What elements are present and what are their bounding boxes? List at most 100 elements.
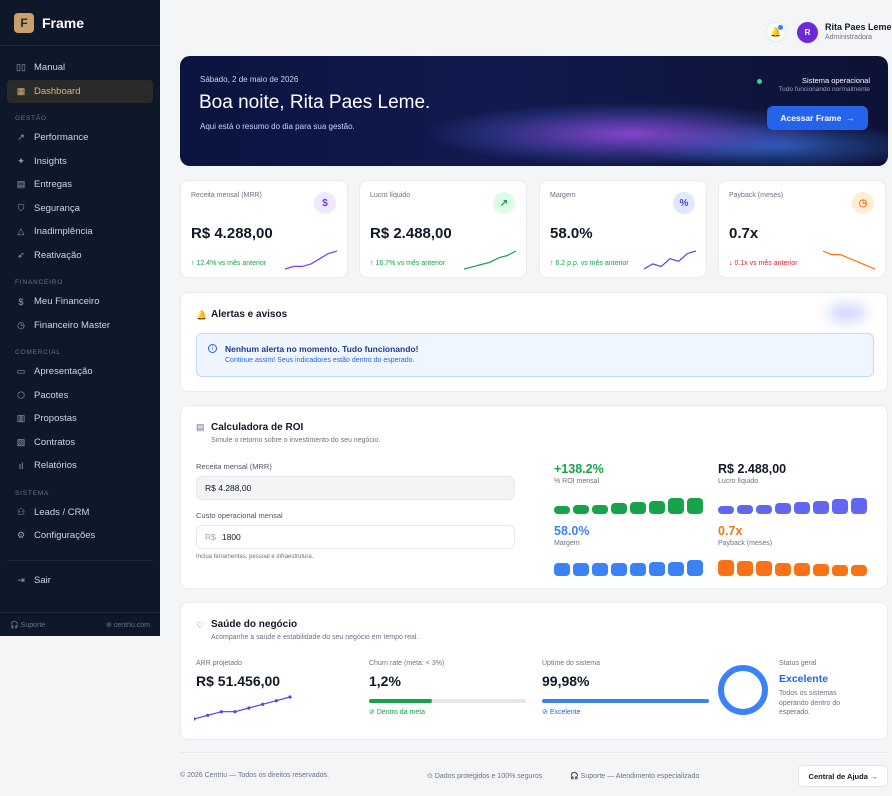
- status-dot: [757, 79, 762, 84]
- sidebar-item-manual[interactable]: ▯▯ Manual: [7, 56, 153, 80]
- roi-bar: [573, 563, 589, 576]
- roi-bar: [794, 562, 810, 576]
- nav-section-title: FINANCEIRO: [15, 279, 64, 286]
- sidebar-item-seguran-a[interactable]: ⛉ Segurança: [7, 197, 153, 221]
- sidebar-item-relat-rios[interactable]: ıl Relatórios: [7, 454, 153, 478]
- kpi-icon: %: [673, 192, 695, 214]
- arr-value: R$ 51.456,00: [196, 673, 281, 689]
- uptime-progress: [542, 699, 709, 703]
- kpi-card: Payback (meses) ◷ 0.7x ↓ 0.1x vs mês anteri…: [718, 180, 886, 278]
- arr-sparkline: [194, 695, 292, 721]
- roi-bar: [813, 500, 829, 514]
- cost-value: 1800: [221, 532, 241, 542]
- roi-metric: 0.7x Payback (meses): [718, 524, 772, 547]
- alert-title: Nenhum alerta no momento. Tudo funcionan…: [225, 344, 419, 354]
- roi-bar: [832, 565, 848, 576]
- roi-metric: 58.0% Margem: [554, 524, 589, 547]
- hero-title: Boa noite, Rita Paes Leme.: [199, 92, 431, 113]
- sidebar-item-label: Inadimplência: [34, 226, 93, 238]
- sidebar-item-label: Financeiro Master: [34, 319, 111, 331]
- arr-label: ARR projetado: [196, 660, 242, 667]
- sidebar-item-label: Configurações: [34, 530, 96, 542]
- site-link[interactable]: ⊕ centriu.com: [106, 621, 150, 629]
- kpi-value: 0.7x: [729, 225, 759, 242]
- sidebar-item-performance[interactable]: ↗ Performance: [7, 126, 153, 150]
- support-note: 🎧 Suporte — Atendimento especializado: [570, 773, 700, 780]
- sidebar-item-label: Pacotes: [34, 389, 69, 401]
- sidebar-item-contratos[interactable]: ▧ Contratos: [7, 431, 153, 455]
- alert-text: Continue assim! Seus indicadores estão d…: [225, 357, 415, 364]
- uptime-note: ⊘ Excelente: [542, 709, 581, 716]
- status-text: Todos os sistemas operando dentro do esp…: [779, 690, 841, 716]
- roi-bar-chart: [554, 496, 703, 514]
- notification-bell-icon[interactable]: 🔔: [766, 22, 786, 42]
- roi-metric-label: Lucro líquido: [718, 478, 759, 485]
- roi-bar: [756, 504, 772, 514]
- support-link[interactable]: 🎧 Suporte: [10, 621, 46, 629]
- sidebar-item-insights[interactable]: ✦ Insights: [7, 150, 153, 174]
- kpi-sparkline: [285, 250, 337, 270]
- logout-button[interactable]: ⇥ Sair: [7, 569, 153, 593]
- roi-metric-label: % ROI mensal: [554, 478, 600, 485]
- roi-bar: [649, 500, 665, 514]
- sidebar-item-propostas[interactable]: ▥ Propostas: [7, 407, 153, 431]
- sidebar-item-reativa-o[interactable]: ➶ Reativação: [7, 244, 153, 268]
- sparkline-path: [823, 250, 875, 270]
- roi-bar: [737, 561, 753, 576]
- roi-metric-value: R$ 2.488,00: [718, 462, 787, 476]
- nav-section-title: GESTÃO: [15, 115, 47, 122]
- avatar[interactable]: R: [797, 22, 818, 43]
- security-note: ⊙ Dados protegidos e 100% seguros: [427, 773, 543, 780]
- help-center-button[interactable]: Central de Ajuda →: [798, 765, 888, 787]
- sidebar-item-apresenta-o[interactable]: ▭ Apresentação: [7, 360, 153, 384]
- sidebar-item-configura-es[interactable]: ⚙ Configurações: [7, 524, 153, 548]
- kpi-sparkline: [644, 250, 696, 270]
- sidebar-item-label: Segurança: [34, 202, 80, 214]
- sidebar-item-entregas[interactable]: ▤ Entregas: [7, 173, 153, 197]
- alert-box: i Nenhum alerta no momento. Tudo funcion…: [196, 333, 874, 377]
- gear-icon: ⚙: [16, 530, 26, 541]
- sidebar-footer: 🎧 Suporte ⊕ centriu.com: [0, 612, 160, 636]
- kpi-card: Margem% 58.0% ↑ 6.2 p.p. vs mês anterior: [539, 180, 707, 278]
- clipboard-icon: ▤: [16, 179, 26, 190]
- roi-bar: [737, 504, 753, 514]
- roi-title: Calculadora de ROI: [211, 422, 304, 433]
- sidebar-item-pacotes[interactable]: ⬡ Pacotes: [7, 384, 153, 408]
- cost-input[interactable]: R$ 1800: [196, 525, 515, 549]
- sidebar-item-label: Meu Financeiro: [34, 296, 100, 308]
- roi-metric-label: Payback (meses): [718, 540, 773, 547]
- system-status: Sistema operacional Tudo funcionando nor…: [778, 76, 870, 93]
- document-icon: ▥: [16, 413, 26, 424]
- roi-bar: [649, 561, 665, 576]
- roi-metric: R$ 2.488,00 Lucro líquido: [718, 462, 786, 485]
- sidebar-item-dashboard[interactable]: ▦ Dashboard: [7, 79, 153, 103]
- roi-metric-value: 58.0%: [554, 524, 590, 538]
- access-frame-button[interactable]: Acessar Frame →: [767, 106, 868, 130]
- sidebar-item-meu-financeiro[interactable]: $ Meu Financeiro: [7, 290, 153, 314]
- sidebar-item-label: Performance: [34, 132, 89, 144]
- grid-icon: ▦: [16, 85, 26, 96]
- arr-point: [288, 695, 292, 699]
- sidebar-item-financeiro-master[interactable]: ◷ Financeiro Master: [7, 314, 153, 338]
- kpi-label: Payback (meses): [729, 192, 784, 199]
- sidebar-item-leads-crm[interactable]: ⚇ Leads / CRM: [7, 501, 153, 525]
- business-health-card: ♡ Saúde do negócio Acompanhe a saúde e e…: [180, 602, 888, 740]
- roi-metric: +138.2% % ROI mensal: [554, 462, 604, 485]
- sidebar-item-inadimpl-ncia[interactable]: △ Inadimplência: [7, 220, 153, 244]
- user-name: Rita Paes Leme: [825, 22, 892, 32]
- arr-point: [274, 699, 278, 703]
- brand[interactable]: F Frame: [0, 0, 160, 46]
- info-icon: i: [208, 344, 217, 353]
- kpi-icon: ↗: [493, 192, 515, 214]
- revenue-field[interactable]: R$ 4.288,00: [196, 476, 515, 500]
- monitor-icon: ▭: [16, 366, 26, 377]
- arr-point: [219, 710, 223, 714]
- churn-label: Churn rate (meta: < 3%): [369, 660, 445, 667]
- roi-bar: [592, 563, 608, 576]
- kpi-icon: ◷: [852, 192, 874, 214]
- sidebar-item-label: Sair: [34, 574, 51, 586]
- bar-chart-icon: ıl: [18, 460, 24, 471]
- roi-bar-chart: [554, 558, 703, 576]
- kpi-delta: ↓ 0.1x vs mês anterior: [729, 260, 798, 267]
- logout-icon: ⇥: [17, 574, 25, 585]
